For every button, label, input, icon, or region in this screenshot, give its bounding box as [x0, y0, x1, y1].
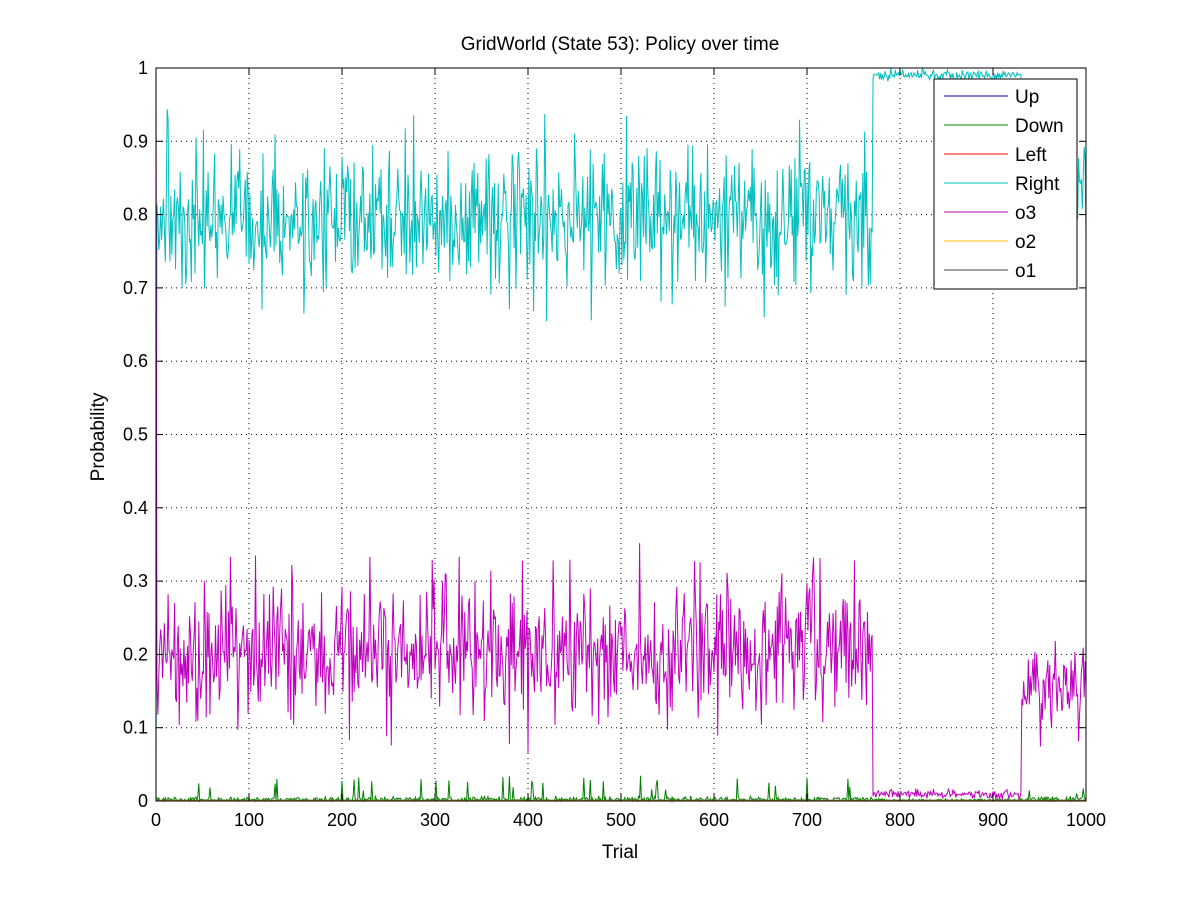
x-tick-label: 200 — [327, 810, 357, 830]
y-tick-label: 0.6 — [123, 351, 148, 371]
y-tick-label: 0.8 — [123, 205, 148, 225]
y-tick-label: 0.5 — [123, 425, 148, 445]
x-tick-label: 400 — [513, 810, 543, 830]
x-axis-label: Trial — [602, 842, 638, 863]
y-ticks: 0 0.1 0.2 0.3 0.4 0.5 0.6 0.7 0.8 0.9 1 — [123, 58, 1086, 811]
y-tick-label: 0.4 — [123, 498, 148, 518]
y-tick-label: 0.1 — [123, 718, 148, 738]
y-tick-label: 0 — [138, 791, 148, 811]
x-tick-label: 600 — [699, 810, 729, 830]
x-tick-label: 100 — [234, 810, 264, 830]
x-ticks: 0 100 200 300 400 500 600 700 800 900 1000 — [151, 68, 1106, 830]
chart-title: GridWorld (State 53): Policy over time — [461, 34, 780, 55]
legend-label-down: Down — [1015, 116, 1064, 137]
y-tick-label: 0.2 — [123, 644, 148, 664]
series-line-right — [155, 67, 1087, 802]
x-tick-label: 900 — [978, 810, 1008, 830]
legend-label-left: Left — [1015, 145, 1047, 166]
legend-label-o2: o2 — [1015, 232, 1036, 253]
y-tick-label: 0.7 — [123, 278, 148, 298]
y-tick-label: 0.3 — [123, 571, 148, 591]
legend-label-o1: o1 — [1015, 261, 1036, 282]
x-tick-label: 500 — [606, 810, 636, 830]
legend-label-right: Right — [1015, 174, 1060, 195]
x-tick-label: 300 — [420, 810, 450, 830]
y-axis-label: Probability — [88, 392, 109, 481]
y-tick-label: 0.9 — [123, 131, 148, 151]
plot-area: 0 100 200 300 400 500 600 700 800 900 1000 0 0.1 0.2… — [123, 58, 1106, 830]
legend-label-o3: o3 — [1015, 203, 1036, 224]
legend: Up Down Left Right o3 o2 o1 — [933, 78, 1078, 290]
legend-box — [933, 78, 1078, 290]
legend-label-up: Up — [1015, 87, 1039, 108]
legend-items: Up Down Left Right o3 o2 o1 — [944, 87, 1064, 282]
x-tick-label: 0 — [151, 810, 161, 830]
series-line-o3 — [155, 67, 1087, 802]
y-tick-label: 1 — [138, 58, 148, 78]
x-tick-label: 800 — [885, 810, 915, 830]
x-tick-label: 700 — [792, 810, 822, 830]
x-tick-label: 1000 — [1066, 810, 1106, 830]
